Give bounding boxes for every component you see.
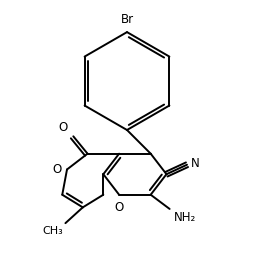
Text: CH₃: CH₃ [42, 226, 63, 236]
Text: O: O [52, 163, 61, 176]
Text: O: O [58, 121, 68, 134]
Text: Br: Br [120, 14, 134, 27]
Text: N: N [191, 157, 200, 170]
Text: O: O [115, 201, 124, 214]
Text: NH₂: NH₂ [173, 211, 196, 224]
